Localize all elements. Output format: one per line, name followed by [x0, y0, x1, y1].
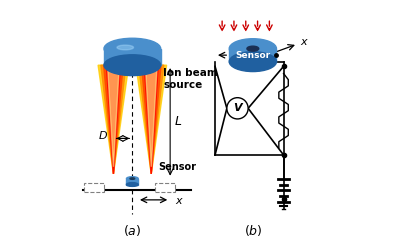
Polygon shape [141, 65, 161, 174]
Polygon shape [144, 65, 158, 174]
Text: Sensor: Sensor [158, 162, 197, 172]
FancyBboxPatch shape [155, 183, 175, 192]
Text: $D$: $D$ [98, 129, 108, 141]
Text: $x$: $x$ [300, 37, 309, 47]
Text: $(b)$: $(b)$ [243, 223, 262, 238]
Ellipse shape [126, 177, 138, 181]
Polygon shape [101, 65, 126, 174]
Text: $L$: $L$ [174, 115, 182, 128]
Ellipse shape [130, 178, 135, 179]
Polygon shape [104, 65, 123, 174]
Polygon shape [108, 65, 119, 167]
Ellipse shape [229, 39, 276, 59]
Circle shape [227, 98, 248, 119]
Polygon shape [98, 65, 129, 174]
FancyBboxPatch shape [84, 183, 104, 192]
Ellipse shape [104, 38, 161, 59]
Polygon shape [126, 179, 138, 185]
Polygon shape [139, 65, 164, 174]
Text: Ion beam
source: Ion beam source [163, 67, 218, 90]
Polygon shape [104, 49, 161, 65]
Ellipse shape [104, 55, 161, 76]
Text: V: V [233, 103, 242, 113]
Polygon shape [106, 65, 121, 174]
Polygon shape [229, 49, 276, 62]
Ellipse shape [229, 52, 276, 72]
Text: $(a)$: $(a)$ [123, 223, 141, 238]
Text: $x$: $x$ [175, 196, 184, 206]
Ellipse shape [247, 46, 259, 51]
Text: Sensor: Sensor [235, 51, 270, 60]
Polygon shape [136, 65, 167, 174]
Ellipse shape [126, 183, 138, 186]
Ellipse shape [117, 45, 133, 50]
Polygon shape [145, 65, 157, 167]
